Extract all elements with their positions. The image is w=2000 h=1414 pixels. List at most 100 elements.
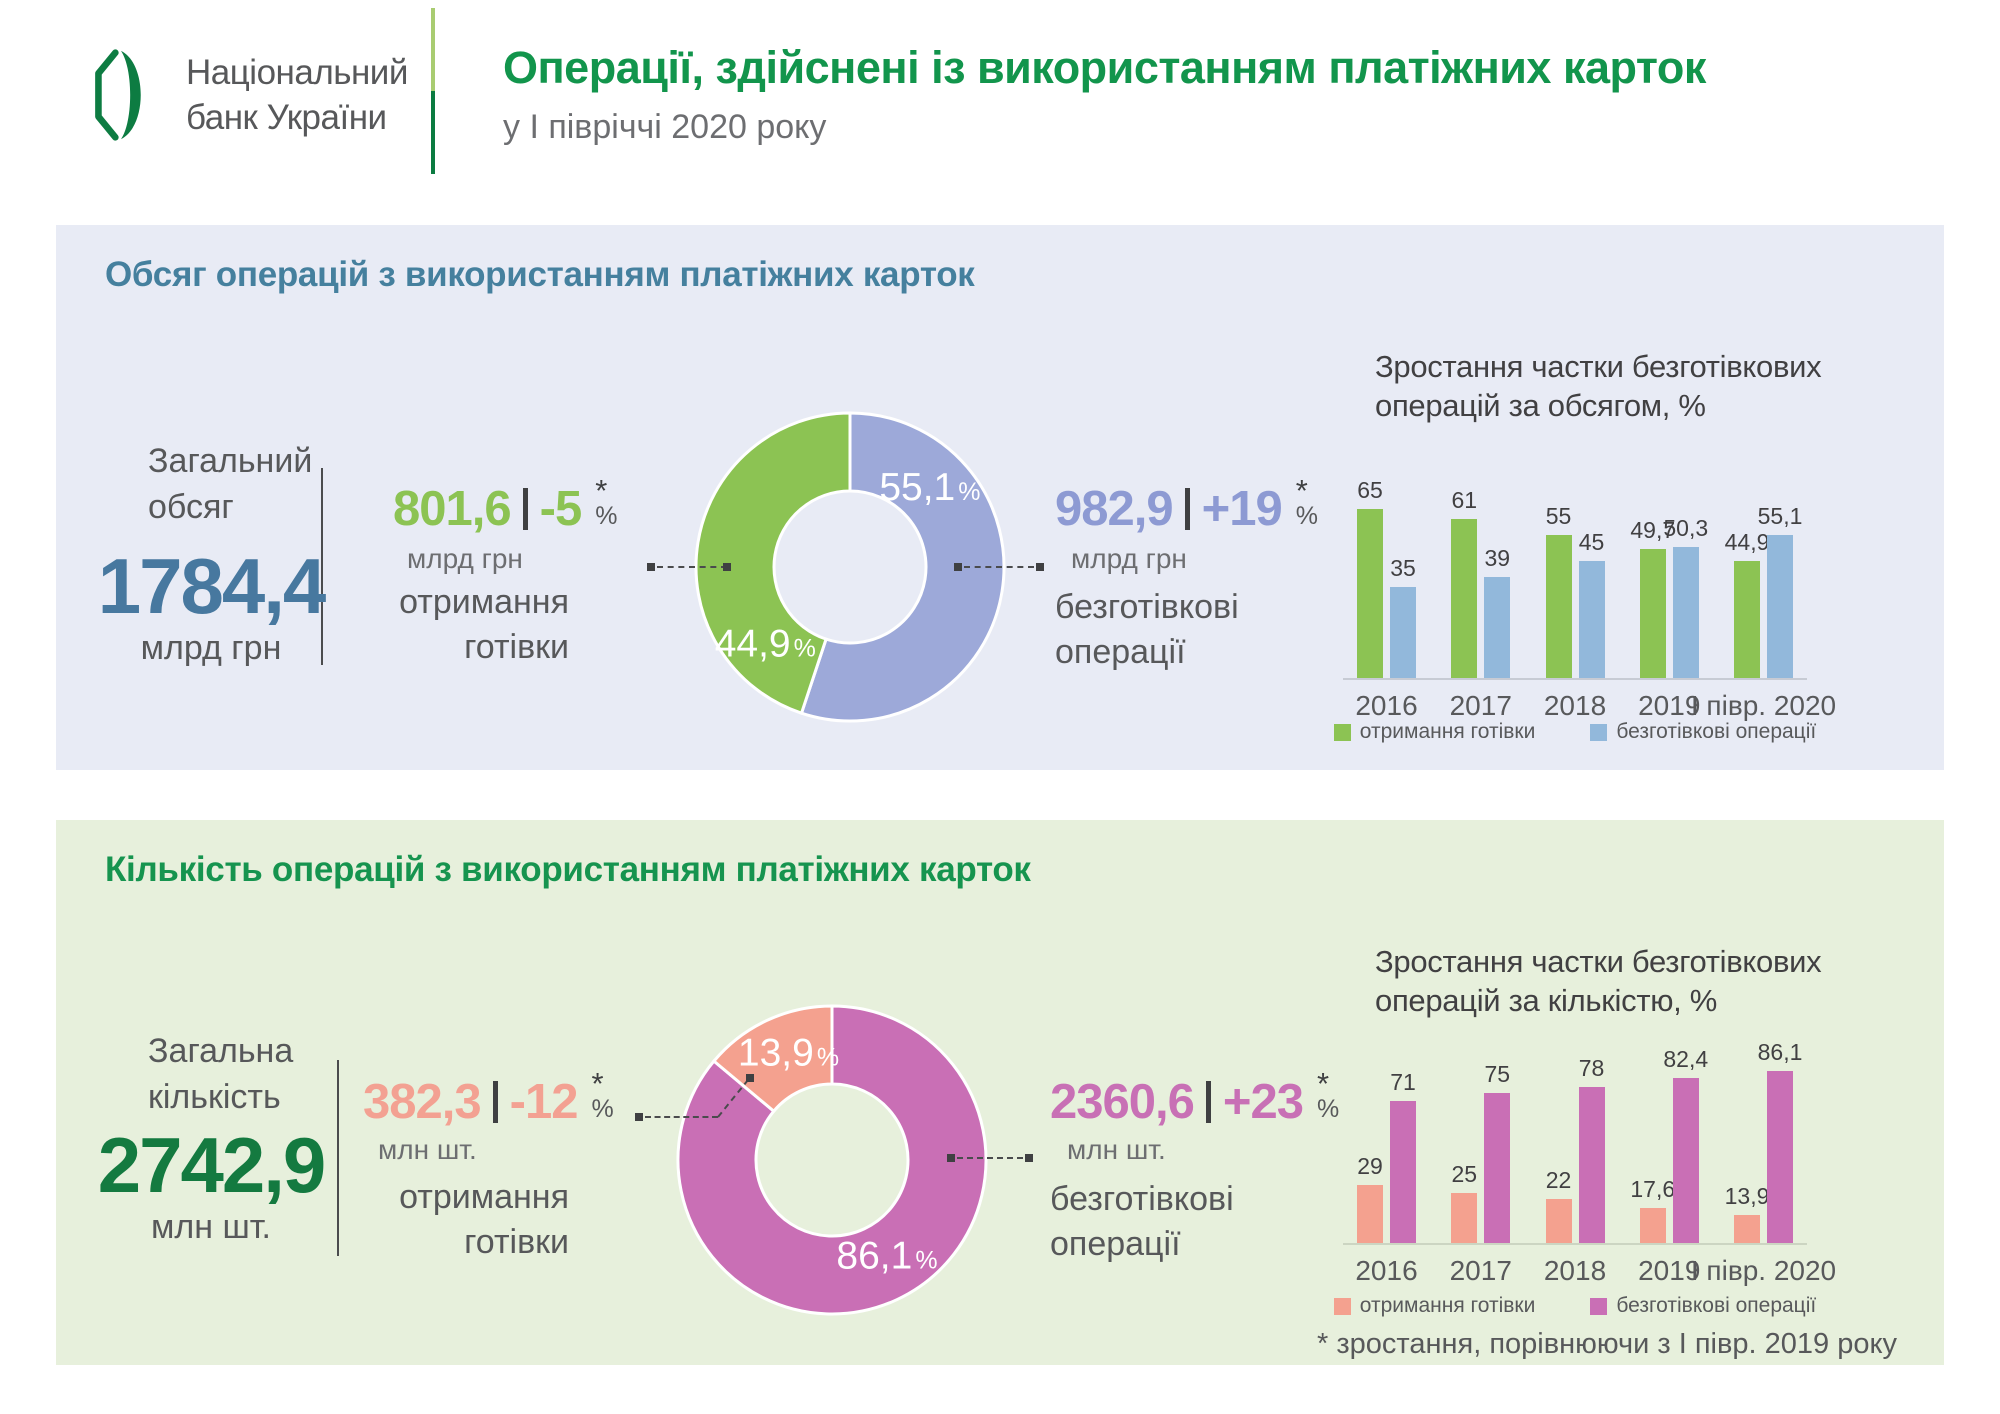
category-label: І півр. 2020: [1690, 690, 1837, 721]
donut-slice: [676, 1004, 988, 1316]
legend-item-cashless: безготівкові операції: [1590, 1294, 1816, 1318]
nbu-logo-icon: [95, 49, 141, 141]
donut-slice-label: 44,9%: [715, 622, 816, 665]
bar-column: 71: [1390, 1069, 1416, 1243]
count-cashless-change: +23: [1222, 1075, 1304, 1129]
bar: [1484, 1093, 1511, 1243]
count-cash-value: 382,3: [363, 1075, 482, 1129]
volume-cashless-value: 982,9: [1055, 482, 1174, 536]
volume-total-label: Загальний обсяг: [148, 442, 313, 526]
footnote: * зростання, порівнюючи з І півр. 2019 р…: [1317, 1328, 1897, 1360]
bar-column: 35: [1390, 555, 1416, 678]
bar-column: 55,1: [1758, 503, 1802, 678]
bar-column: 17,6: [1630, 1176, 1675, 1243]
bar-column: 29: [1357, 1153, 1383, 1243]
count-cash-unit: млн шт.: [378, 1134, 477, 1165]
separator: [1205, 1081, 1211, 1123]
cash-swatch-icon: [1333, 723, 1351, 741]
count-bar-chart: 29 71 2016 25 75 2017 22 78 2018 17,6 82,4 2019 13,9…: [1343, 1025, 1836, 1286]
bar: [1578, 1087, 1605, 1243]
bar: [1451, 519, 1478, 678]
connector-dash: [657, 566, 727, 568]
bar-column: 82,4: [1663, 1046, 1708, 1243]
bar: [1545, 1199, 1572, 1243]
bar-column: 65: [1357, 477, 1383, 678]
connector-endpoint: [723, 563, 731, 571]
bar-value-label: 44,9: [1724, 529, 1770, 556]
count-total-unit: млн шт.: [151, 1208, 271, 1246]
legend-item-cash: отримання готівки: [1333, 720, 1535, 744]
bar-value-label: 22: [1545, 1167, 1572, 1193]
bar-value-label: 78: [1578, 1055, 1605, 1081]
bar-value-label: 65: [1357, 477, 1383, 503]
count-total-label: Загальна кількість: [148, 1032, 294, 1116]
bar: [1734, 1215, 1760, 1243]
org-name-line2: банк України: [186, 98, 387, 137]
bar: [1672, 1078, 1699, 1243]
count-cash-name: отримання готівки: [399, 1178, 569, 1261]
bar-value-label: 55,1: [1757, 502, 1803, 529]
volume-cash-name: отримання готівки: [399, 583, 569, 666]
connector-endpoint: [1036, 563, 1044, 571]
bar-column: 22: [1545, 1167, 1572, 1243]
connector-dash: [964, 566, 1034, 568]
bar-column: 86,1: [1758, 1039, 1802, 1243]
bar: [1390, 1101, 1416, 1243]
bar-group: 55 45 2018: [1544, 503, 1606, 721]
bar-column: 55: [1545, 503, 1572, 678]
bar: [1639, 548, 1666, 678]
bar: [1484, 576, 1511, 678]
count-bars-title: Зростання частки безготівкових операцій …: [1375, 944, 1822, 1018]
bar-group: 49,7 50,3 2019: [1630, 515, 1708, 721]
category-label: 2016: [1355, 690, 1418, 721]
connector-endpoint: [947, 1154, 955, 1162]
page-subtitle: у І півріччі 2020 року: [503, 108, 827, 146]
bar-column: 75: [1484, 1061, 1511, 1243]
bar-value-label: 39: [1484, 544, 1511, 571]
volume-cashless-change: +19: [1201, 482, 1283, 536]
volume-cashless-unit: млрд грн: [1071, 543, 1187, 574]
volume-chart-legend: отримання готівки безготівкові операції: [1333, 720, 1816, 744]
cashless-swatch-icon: [1590, 1297, 1608, 1315]
count-cashless-unit: млн шт.: [1067, 1134, 1166, 1165]
count-cashless-stat: 2360,6 +23 * %: [1050, 1068, 1339, 1130]
separator: [492, 1081, 498, 1123]
category-label: 2019: [1638, 690, 1701, 721]
bar-column: 78: [1578, 1055, 1605, 1243]
count-cash-change: -12: [509, 1075, 579, 1129]
volume-cashless-stat: 982,9 +19 * %: [1055, 475, 1318, 537]
bar: [1672, 547, 1699, 678]
bar-column: 39: [1484, 545, 1511, 678]
bar: [1639, 1207, 1666, 1243]
bar-value-label: 17,6: [1630, 1175, 1676, 1202]
bar-group: 65 35 2016: [1355, 477, 1417, 721]
bar: [1390, 587, 1416, 678]
bar: [1451, 1193, 1478, 1243]
count-cash-stat: 382,3 -12 * %: [363, 1068, 614, 1130]
count-section: Кількість операцій з використанням платі…: [56, 820, 1944, 1365]
legend-item-cash: отримання готівки: [1333, 1294, 1535, 1318]
volume-cash-change: -5: [539, 482, 583, 536]
bar-column: 45: [1578, 529, 1605, 678]
donut-slice-label: 86,1%: [836, 1234, 937, 1277]
count-donut-chart: 86,1 % 13,9%: [676, 1004, 988, 1316]
volume-cash-stat: 801,6 -5 * %: [393, 473, 617, 537]
bar: [1357, 1185, 1383, 1243]
volume-bar-chart: 65 35 2016 61 39 2017 55 45 2018 49,7 50,3 2019 44,9…: [1343, 460, 1836, 721]
connector-endpoint: [647, 563, 655, 571]
bar: [1767, 1070, 1793, 1243]
donut-slice: [799, 411, 1006, 723]
star-percent: * %: [595, 473, 617, 530]
bar-value-label: 13,9: [1724, 1183, 1770, 1210]
volume-cash-unit: млрд грн: [407, 543, 523, 574]
category-label: 2017: [1449, 1255, 1512, 1286]
bar: [1767, 534, 1793, 678]
volume-cash-value: 801,6: [393, 482, 512, 536]
connector-endpoint: [954, 563, 962, 571]
bar-value-label: 45: [1578, 529, 1605, 555]
bar-value-label: 82,4: [1663, 1046, 1709, 1073]
vertical-divider: [337, 1060, 339, 1256]
bar-group: 17,6 82,4 2019: [1630, 1046, 1708, 1286]
bar: [1357, 509, 1383, 678]
count-chart-legend: отримання готівки безготівкові операції: [1333, 1294, 1816, 1318]
